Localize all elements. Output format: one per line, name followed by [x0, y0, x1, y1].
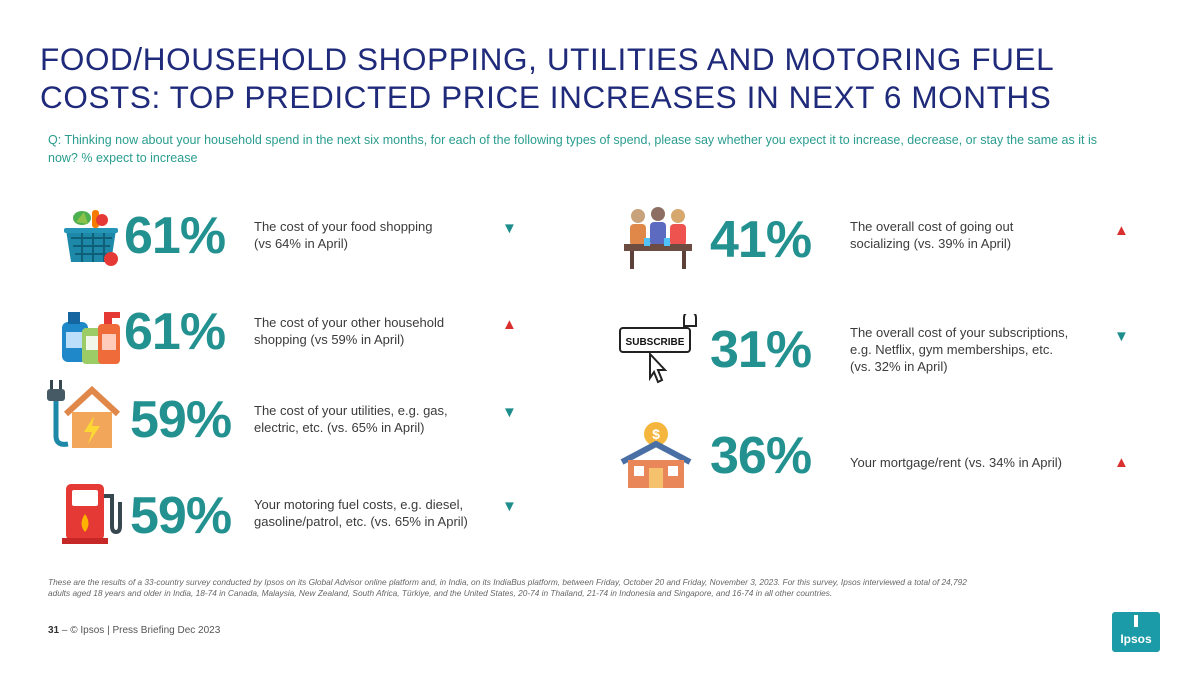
stat-household-shopping: 61% The cost of your other household sho…	[58, 300, 528, 370]
stat-description-line-2: (vs 64% in April)	[254, 236, 348, 251]
stat-description: The overall cost of going out socializin…	[850, 218, 1100, 252]
page-number: 31	[48, 625, 60, 636]
stat-description: The cost of your food shopping (vs 64% i…	[254, 218, 494, 252]
stat-description: Your mortgage/rent (vs. 34% in April)	[850, 454, 1110, 471]
stat-description-line-2: gasoline/patrol, etc. (vs. 65% in April)	[254, 514, 468, 529]
subscribe-button-icon: SUBSCRIBE	[619, 314, 697, 384]
people-dining-icon	[624, 207, 692, 269]
stat-description-line-1: Your mortgage/rent (vs. 34% in April)	[850, 455, 1062, 470]
survey-question: Q: Thinking now about your household spe…	[48, 133, 1097, 165]
trend-up-icon: ▲	[502, 316, 517, 333]
logo-text: Ipsos	[1120, 632, 1152, 646]
stat-description: The cost of your utilities, e.g. gas, el…	[254, 402, 494, 436]
fuel-pump-icon	[62, 484, 122, 544]
stat-description: The cost of your other household shoppin…	[254, 314, 494, 348]
stat-description-line-1: The cost of your utilities, e.g. gas,	[254, 403, 448, 418]
trend-down-icon: ▼	[502, 498, 517, 515]
utilities-house-plug-icon	[47, 380, 121, 448]
stat-description-line-2: socializing (vs. 39% in April)	[850, 236, 1012, 251]
slide-footer: 31 – © Ipsos | Press Briefing Dec 2023	[48, 625, 220, 636]
stat-percentage: 36%	[710, 427, 812, 485]
slide-title: FOOD/HOUSEHOLD SHOPPING, UTILITIES AND M…	[40, 40, 1160, 116]
stat-description-line-1: Your motoring fuel costs, e.g. diesel,	[254, 497, 464, 512]
stat-utilities: 59% The cost of your utilities, e.g. gas…	[42, 378, 528, 456]
stat-subscriptions: SUBSCRIBE 31% The overall cost of your s…	[618, 314, 1140, 390]
stat-description-line-1: The cost of your other household	[254, 315, 445, 330]
trend-up-icon: ▲	[1114, 222, 1129, 239]
ipsos-logo: Ipsos	[1112, 612, 1160, 652]
stat-mortgage-rent: $ 36% Your mortgage/rent (vs. 34% in Apr…	[618, 420, 1140, 496]
stat-description-line-1: The overall cost of your subscriptions,	[850, 325, 1069, 340]
stat-description-line-2: electric, etc. (vs. 65% in April)	[254, 420, 425, 435]
grocery-basket-icon	[64, 210, 118, 266]
stat-food-shopping: 61% The cost of your food shopping (vs 6…	[58, 204, 528, 274]
stat-percentage: 59%	[130, 487, 232, 545]
trend-up-icon: ▲	[1114, 454, 1129, 471]
stat-description-line-1: The cost of your food shopping	[254, 219, 433, 234]
stat-percentage: 59%	[130, 391, 232, 449]
stat-description-line-3: (vs. 32% in April)	[850, 359, 948, 374]
stat-description-line-2: shopping (vs 59% in April)	[254, 332, 405, 347]
stat-description: The overall cost of your subscriptions, …	[850, 324, 1110, 375]
footnote-line-1: These are the results of a 33-country su…	[48, 577, 967, 587]
stat-percentage: 41%	[710, 211, 812, 269]
slide-title-line-1: FOOD/HOUSEHOLD SHOPPING, UTILITIES AND M…	[40, 41, 1055, 77]
stat-percentage: 61%	[124, 207, 226, 265]
svg-text:$: $	[652, 426, 660, 442]
survey-footnote: These are the results of a 33-country su…	[48, 577, 1168, 599]
stat-percentage: 31%	[710, 321, 812, 379]
subscribe-icon-label: SUBSCRIBE	[626, 337, 685, 348]
footnote-line-2: adults aged 18 years and older in India,…	[48, 588, 833, 598]
stat-percentage: 61%	[124, 303, 226, 361]
cleaning-products-icon	[62, 312, 120, 364]
stat-description-line-1: The overall cost of going out	[850, 219, 1014, 234]
trend-down-icon: ▼	[502, 220, 517, 237]
house-dollar-icon: $	[620, 422, 692, 488]
stat-description: Your motoring fuel costs, e.g. diesel, g…	[254, 496, 504, 530]
trend-down-icon: ▼	[502, 404, 517, 421]
stat-motoring-fuel: 59% Your motoring fuel costs, e.g. diese…	[58, 478, 528, 548]
slide-title-line-2: COSTS: TOP PREDICTED PRICE INCREASES IN …	[40, 79, 1052, 115]
stat-going-out: 41% The overall cost of going out social…	[620, 204, 1140, 274]
footer-separator: –	[61, 625, 68, 636]
footer-source: © Ipsos | Press Briefing Dec 2023	[70, 625, 221, 636]
stat-description-line-2: e.g. Netflix, gym memberships, etc.	[850, 342, 1054, 357]
trend-down-icon: ▼	[1114, 328, 1129, 345]
